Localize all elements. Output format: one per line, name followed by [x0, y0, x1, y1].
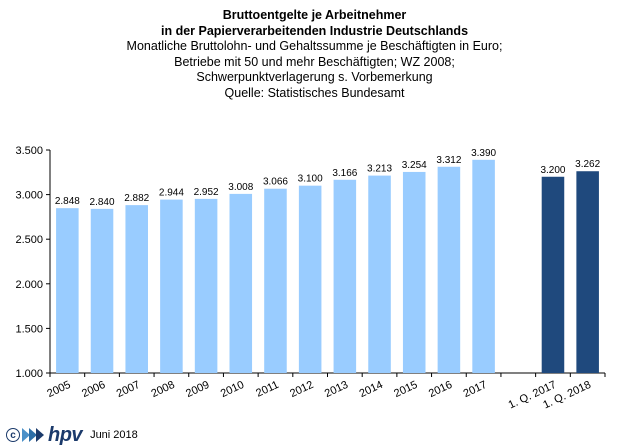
- data-label: 3.200: [540, 165, 565, 176]
- bar: [472, 159, 495, 373]
- x-tick-label: 2011: [254, 379, 281, 400]
- x-tick-label: 2008: [149, 379, 176, 400]
- chart-header: Bruttoentgelte je Arbeitnehmer in der Pa…: [0, 8, 629, 101]
- data-label: 3.254: [402, 160, 427, 171]
- y-tick-label: 3.000: [15, 190, 43, 202]
- y-tick-label: 3.500: [15, 145, 43, 157]
- y-tick-label: 1.000: [15, 368, 43, 380]
- data-label: 2.840: [90, 197, 115, 208]
- bar: [194, 198, 218, 373]
- footer: c hpv Juni 2018: [6, 425, 138, 445]
- y-tick-label: 1.500: [15, 323, 43, 335]
- bar: [298, 185, 322, 373]
- bar: [333, 179, 357, 373]
- x-tick-label: 2013: [323, 379, 350, 400]
- chart-subtitle-line4: Quelle: Statistisches Bundesamt: [224, 85, 405, 100]
- chart-subtitle-line1: Monatliche Bruttolohn- und Gehaltssumme …: [126, 39, 503, 53]
- x-tick-label: 2007: [115, 379, 142, 400]
- bar: [437, 166, 461, 373]
- bar: [541, 176, 565, 373]
- data-label: 3.066: [263, 177, 288, 188]
- bar: [125, 205, 148, 373]
- bar: [229, 193, 253, 373]
- bar: [368, 175, 391, 373]
- chevrons-logo-icon: [22, 428, 44, 442]
- bar: [402, 171, 426, 373]
- bar: [160, 199, 183, 373]
- bar: [90, 208, 114, 373]
- x-tick-label: 2005: [45, 379, 72, 400]
- data-label: 3.213: [367, 164, 392, 175]
- x-tick-label: 2012: [288, 379, 315, 400]
- bar: [576, 171, 599, 373]
- x-tick-label: 2016: [427, 379, 454, 400]
- data-label: 3.100: [298, 174, 323, 185]
- data-label: 3.008: [228, 182, 253, 193]
- y-tick-label: 2.000: [15, 279, 43, 291]
- data-label: 2.952: [194, 187, 219, 198]
- x-tick-label: 2010: [219, 379, 246, 400]
- data-label: 3.262: [575, 159, 600, 170]
- bar: [56, 208, 79, 373]
- data-label: 3.390: [471, 148, 496, 159]
- chart-title-line2: in der Papierverarbeitenden Industrie De…: [160, 23, 469, 38]
- chart-subtitle-line3: Schwerpunktverlagerung s. Vorbemerkung: [196, 70, 433, 84]
- x-tick-label: 2009: [184, 379, 211, 400]
- x-tick-label: 2014: [358, 379, 385, 400]
- footer-date: Juni 2018: [90, 429, 138, 441]
- data-label: 3.312: [436, 155, 461, 166]
- bar: [264, 188, 287, 373]
- hpv-logo: hpv: [48, 424, 83, 446]
- data-label: 2.944: [159, 188, 184, 199]
- chart-subtitle-line2: Betriebe mit 50 und mehr Beschäftigten; …: [174, 54, 455, 69]
- x-tick-label: 2006: [80, 379, 107, 400]
- data-label: 2.882: [124, 193, 149, 204]
- y-tick-label: 2.500: [15, 234, 43, 246]
- data-label: 3.166: [332, 168, 357, 179]
- data-label: 2.848: [55, 196, 80, 207]
- x-tick-label: 2017: [462, 379, 489, 400]
- chart-title-line1: Bruttoentgelte je Arbeitnehmer: [222, 8, 407, 22]
- x-tick-label: 2015: [392, 379, 419, 400]
- copyright-icon: c: [6, 428, 20, 442]
- bar-chart: 1.000 1.500 2.000 2.500 3.000 3.500 2.848 2005 2…: [15, 145, 606, 411]
